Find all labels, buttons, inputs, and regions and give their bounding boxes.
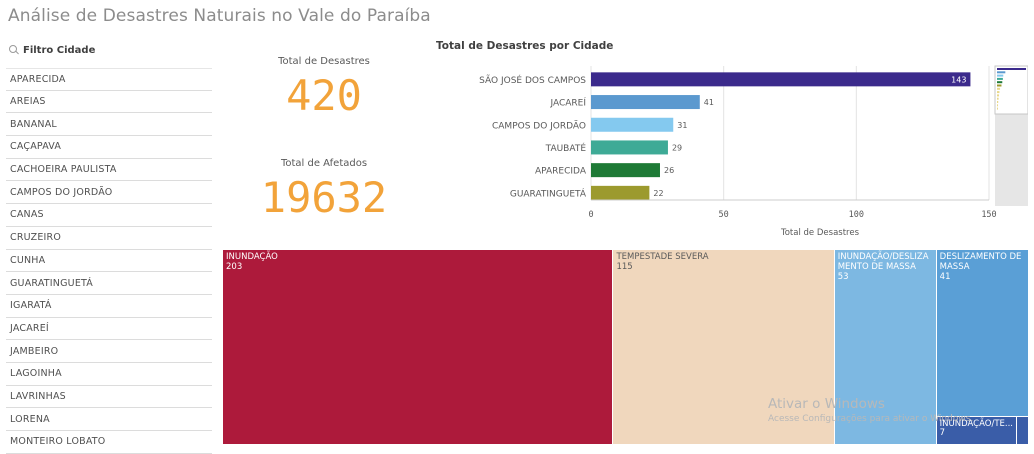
kpi-value: 420 <box>286 71 362 120</box>
treemap-tile-value: 41 <box>939 271 951 282</box>
page-title: Análise de Desastres Naturais no Vale do… <box>8 6 431 26</box>
treemap-tile-label: TEMPESTADE SEVERA <box>616 252 709 262</box>
mini-bar <box>997 84 1002 87</box>
mini-bar <box>997 97 999 100</box>
watermark-subtitle: Acesse Configurações para ativar o Windo… <box>768 414 974 424</box>
mini-bar <box>997 94 1000 97</box>
data-label: 31 <box>677 121 687 130</box>
city-filter-panel: Filtro Cidade APARECIDA AREIAS BANANAL CAÇA… <box>6 40 212 454</box>
treemap-tile-label: INUNDAÇÃO/TE... <box>939 418 1013 429</box>
city-filter-item[interactable]: LORENA <box>6 408 212 431</box>
city-filter-item[interactable]: CAÇAPAVA <box>6 136 212 159</box>
bar[interactable] <box>591 185 650 200</box>
city-filter-header[interactable]: Filtro Cidade <box>6 40 212 60</box>
city-filter-item[interactable]: CACHOEIRA PAULISTA <box>6 159 212 182</box>
bar[interactable] <box>591 72 971 87</box>
mini-bar <box>997 71 1006 74</box>
category-label: APARECIDA <box>535 167 587 177</box>
treemap-tile[interactable]: INUNDAÇÃO/TE... 7 <box>936 416 1017 445</box>
kpi-label: Total de Afetados <box>280 158 368 169</box>
kpi-value: 19632 <box>260 173 388 222</box>
x-axis-title: Total de Desastres <box>780 228 860 238</box>
city-filter-item[interactable]: CRUZEIRO <box>6 227 212 250</box>
city-filter-item[interactable]: GUARATINGUETÁ <box>6 272 212 295</box>
treemap-tile-label: INUNDAÇÃO/DESLIZAMENTO DE MASSA <box>837 252 929 272</box>
city-filter-item[interactable]: AREIAS <box>6 91 212 114</box>
x-tick-label: 50 <box>719 210 729 220</box>
city-filter-list: APARECIDA AREIAS BANANAL CAÇAPAVA CACHOEIRA … <box>6 68 212 454</box>
city-filter-item[interactable]: LAGOINHA <box>6 363 212 386</box>
category-label: CAMPOS DO JORDÃO <box>492 120 586 131</box>
city-filter-item[interactable]: CAMPOS DO JORDÃO <box>6 181 212 205</box>
mini-bar <box>997 91 1000 94</box>
mini-bar <box>997 87 1001 90</box>
x-tick-label: 150 <box>981 210 996 220</box>
search-icon[interactable] <box>8 44 20 56</box>
mini-bar <box>997 74 1004 77</box>
data-label: 143 <box>951 75 966 84</box>
bar-chart-svg[interactable]: SÃO JOSÉ DOS CAMPOS 143 JACAREÍ 41 CAMPOS DO… <box>428 40 1028 240</box>
category-label: TAUBATÉ <box>545 142 587 154</box>
treemap-tile-sliver[interactable] <box>1017 416 1029 445</box>
mini-bar <box>997 101 999 103</box>
bar[interactable] <box>591 117 674 132</box>
kpi-total-desastres: Total de Desastres 420 <box>224 56 424 117</box>
city-filter-title: Filtro Cidade <box>23 44 96 56</box>
city-filter-item[interactable]: JACAREÍ <box>6 318 212 341</box>
chart-scrollbar-thumb[interactable] <box>994 65 1028 115</box>
treemap-tile-value: 7 <box>939 428 946 439</box>
city-filter-item[interactable]: APARECIDA <box>6 68 212 91</box>
city-filter-item[interactable]: CANAS <box>6 204 212 227</box>
mini-bar <box>997 77 1003 80</box>
city-filter-item[interactable]: LAVRINHAS <box>6 386 212 409</box>
treemap-tile-value: 53 <box>837 271 849 282</box>
bar[interactable] <box>591 95 700 110</box>
mini-bar <box>997 68 1026 70</box>
windows-watermark: Ativar o Windows Acesse Configurações pa… <box>768 396 973 424</box>
x-tick-label: 100 <box>849 210 864 220</box>
x-tick-label: 0 <box>588 210 593 220</box>
city-filter-item[interactable]: MONTEIRO LOBATO <box>6 431 212 454</box>
city-filter-item[interactable]: JAMBEIRO <box>6 340 212 363</box>
bar-chart-desastres-por-cidade[interactable]: Total de Desastres por Cidade SÃO JOSÉ D… <box>428 40 1028 240</box>
bar[interactable] <box>591 163 660 178</box>
city-filter-item[interactable]: IGARATÁ <box>6 295 212 318</box>
treemap-tile[interactable]: DESLIZAMENTO DE MASSA 41 <box>936 250 1029 417</box>
kpi-label: Total de Desastres <box>278 56 370 67</box>
data-label: 41 <box>704 98 714 107</box>
mini-bar <box>997 104 999 107</box>
kpi-total-afetados: Total de Afetados 19632 <box>224 158 424 219</box>
data-label: 22 <box>653 189 663 198</box>
treemap-tipos-desastre[interactable]: INUNDAÇÃO 203 TEMPESTADE SEVERA 115 INUNDAÇÃ… <box>223 250 1029 445</box>
city-filter-item[interactable]: CUNHA <box>6 250 212 273</box>
chart-title: Total de Desastres por Cidade <box>436 40 614 52</box>
mini-bar <box>997 107 998 110</box>
category-label: GUARATINGUETÁ <box>510 187 587 199</box>
treemap-tile[interactable]: INUNDAÇÃO/DESLIZAMENTO DE MASSA 53 <box>834 250 937 445</box>
city-filter-item[interactable]: BANANAL <box>6 113 212 137</box>
treemap-tile-label: INUNDAÇÃO <box>226 252 278 262</box>
treemap-tile-value: 115 <box>616 261 633 272</box>
bar[interactable] <box>591 140 668 155</box>
data-label: 29 <box>672 143 682 152</box>
category-label: SÃO JOSÉ DOS CAMPOS <box>479 74 586 86</box>
treemap-tile[interactable]: TEMPESTADE SEVERA 115 <box>613 250 835 445</box>
mini-bar <box>997 81 1003 84</box>
treemap-tile-label: DESLIZAMENTO DE MASSA <box>939 252 1022 272</box>
treemap-tile[interactable]: INUNDAÇÃO 203 <box>223 250 614 445</box>
watermark-title: Ativar o Windows <box>768 396 885 412</box>
treemap-tile-value: 203 <box>226 261 243 272</box>
data-label: 26 <box>664 166 674 175</box>
category-label: JACAREÍ <box>549 97 586 109</box>
